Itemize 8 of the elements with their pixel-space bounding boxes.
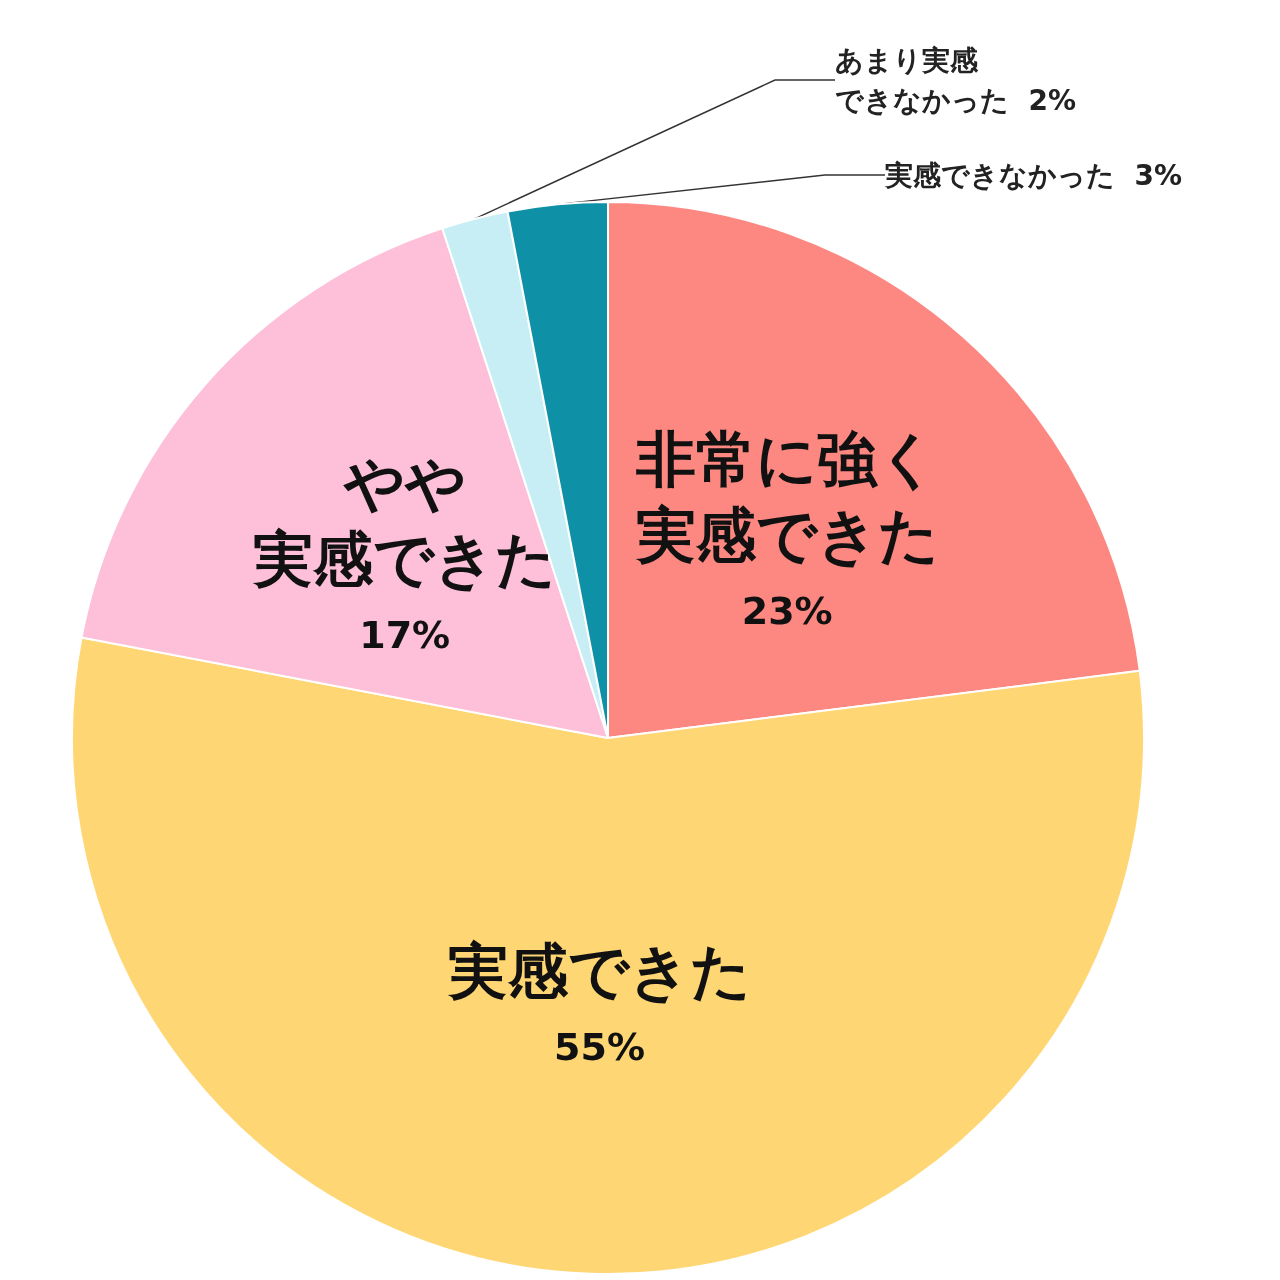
slice-label: あまり実感できなかった 2% xyxy=(835,43,1077,117)
slice-label: 非常に強く実感できた xyxy=(634,423,939,570)
slice-label: やや実感できた xyxy=(252,447,557,594)
slice-label: 実感できなかった 3% xyxy=(884,158,1183,192)
data-label: 17% xyxy=(359,612,451,657)
data-label: 55% xyxy=(554,1024,645,1069)
slice-label: 実感できた xyxy=(446,935,751,1006)
data-label: 23% xyxy=(741,588,833,633)
